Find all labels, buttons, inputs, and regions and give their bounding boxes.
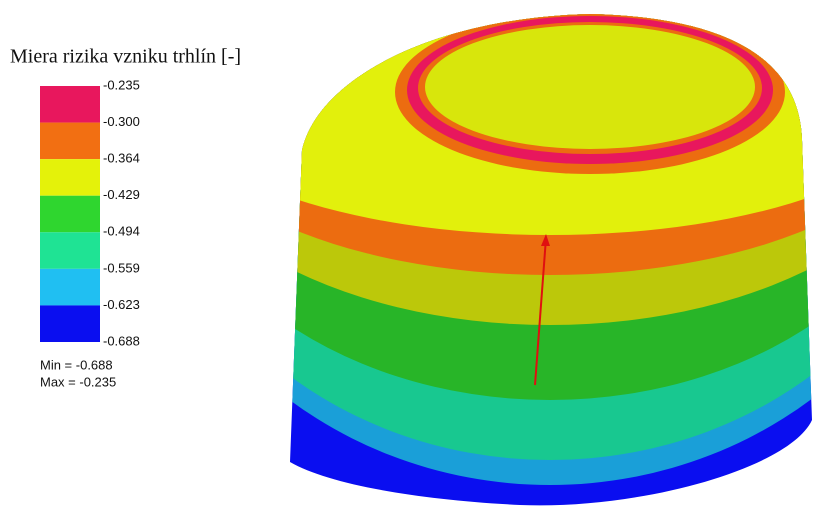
legend: -0.235 -0.300 -0.364 -0.429 -0.494 -0.559 -0.6… — [40, 77, 140, 348]
legend-swatch — [40, 305, 100, 342]
legend-level: -0.300 — [103, 114, 140, 129]
shape — [130, 0, 823, 510]
contour-plot: Miera rizika vzniku trhlín [-] -0.235-0.… — [0, 0, 823, 510]
legend-swatch — [40, 269, 100, 306]
legend-level: -0.364 — [103, 151, 140, 166]
legend-title: Miera rizika vzniku trhlín [-] — [10, 46, 241, 68]
screenshot: Miera rizika vzniku trhlín [-] -0.235-0.… — [0, 0, 823, 510]
legend-level: -0.494 — [103, 224, 140, 239]
legend-level: -0.623 — [103, 297, 140, 312]
legend-swatch — [40, 159, 100, 196]
legend-level: -0.559 — [103, 260, 140, 275]
legend-swatch — [40, 86, 100, 123]
legend-swatch — [40, 196, 100, 233]
legend-level: -0.235 — [103, 77, 140, 92]
legend-level: -0.429 — [103, 187, 140, 202]
max-label: Max = -0.235 — [40, 374, 116, 389]
legend-level: -0.688 — [103, 333, 140, 348]
min-label: Min = -0.688 — [40, 357, 113, 372]
legend-swatch — [40, 232, 100, 269]
legend-swatch — [40, 123, 100, 160]
